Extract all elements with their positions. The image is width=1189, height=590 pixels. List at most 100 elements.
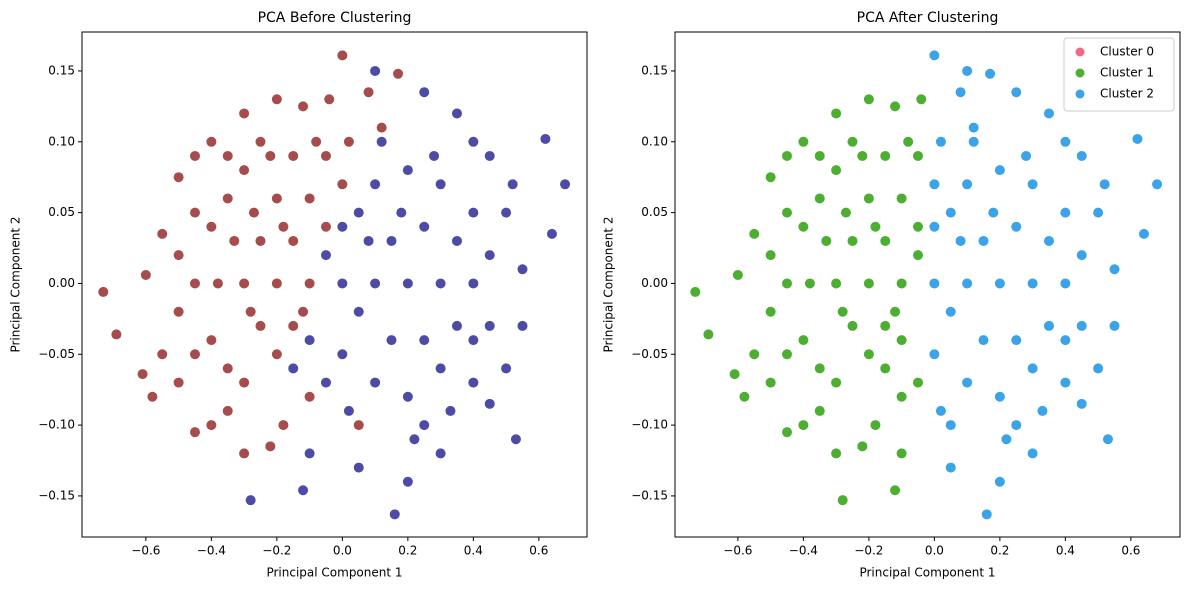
point [429,150,440,161]
point [929,50,940,61]
plot-frame [81,31,588,538]
y-axis-label: Principal Component 2 [9,216,23,352]
point [913,150,924,161]
point [222,150,233,161]
point [896,335,907,346]
point [419,335,430,346]
point [1109,320,1120,331]
point [831,278,842,289]
point [189,427,200,438]
point [419,87,430,98]
point [1060,335,1071,346]
point [271,349,282,360]
point [245,306,256,317]
point [994,476,1005,487]
point [484,250,495,261]
point [903,136,914,147]
point [353,420,364,431]
point [929,349,940,360]
y-axis-label: Principal Component 2 [602,216,616,352]
point [304,448,315,459]
point [870,420,881,431]
point [765,172,776,183]
point [189,349,200,360]
point [353,306,364,317]
point [1027,278,1038,289]
point [376,122,387,133]
point [451,235,462,246]
point [962,278,973,289]
point [890,101,901,112]
point [189,150,200,161]
point [749,349,760,360]
point [814,193,825,204]
x-tick-label: 0.4 [464,544,483,558]
point [111,329,122,340]
point [857,150,868,161]
point [451,320,462,331]
y-tick-label: −0.05 [38,347,75,361]
point [137,369,148,380]
point [863,94,874,105]
point [320,150,331,161]
point [1102,434,1113,445]
point [173,250,184,261]
point [468,207,479,218]
point [847,320,858,331]
point [1021,150,1032,161]
point [222,363,233,374]
point [173,306,184,317]
point [304,278,315,289]
y-tick-label: −0.05 [631,347,668,361]
point [968,136,979,147]
point [173,377,184,388]
point [324,94,335,105]
point [468,377,479,388]
point [1138,228,1149,239]
point [896,448,907,459]
point [320,221,331,232]
point [501,207,512,218]
point [831,165,842,176]
point [814,363,825,374]
point [507,179,518,190]
point [1011,420,1022,431]
point [343,136,354,147]
point [239,377,250,388]
subplot: PCA After Clustering Principal Component … [602,10,1181,580]
point [955,235,966,246]
point [962,377,973,388]
point [981,509,992,520]
point [386,235,397,246]
point [435,448,446,459]
y-tick-label: −0.15 [38,488,75,502]
x-tick-label: 0.0 [925,544,944,558]
point [945,420,956,431]
legend-marker [1075,47,1085,57]
point [337,50,348,61]
chart-title: PCA After Clustering [857,10,999,26]
point [189,207,200,218]
point [913,221,924,232]
point [929,179,940,190]
point [880,320,891,331]
point [248,207,259,218]
point [337,221,348,232]
point [782,427,793,438]
point [271,193,282,204]
point [896,278,907,289]
point [560,179,571,190]
point [1076,398,1087,409]
point [239,108,250,119]
point [739,391,750,402]
point [468,278,479,289]
y-tick-label: 0.15 [48,63,75,77]
point [863,193,874,204]
point [157,228,168,239]
point [798,335,809,346]
plot-area [98,50,571,520]
point [517,264,528,275]
point [863,349,874,360]
x-axis-label: Principal Component 1 [859,566,995,580]
x-tick-label: 0.2 [398,544,417,558]
